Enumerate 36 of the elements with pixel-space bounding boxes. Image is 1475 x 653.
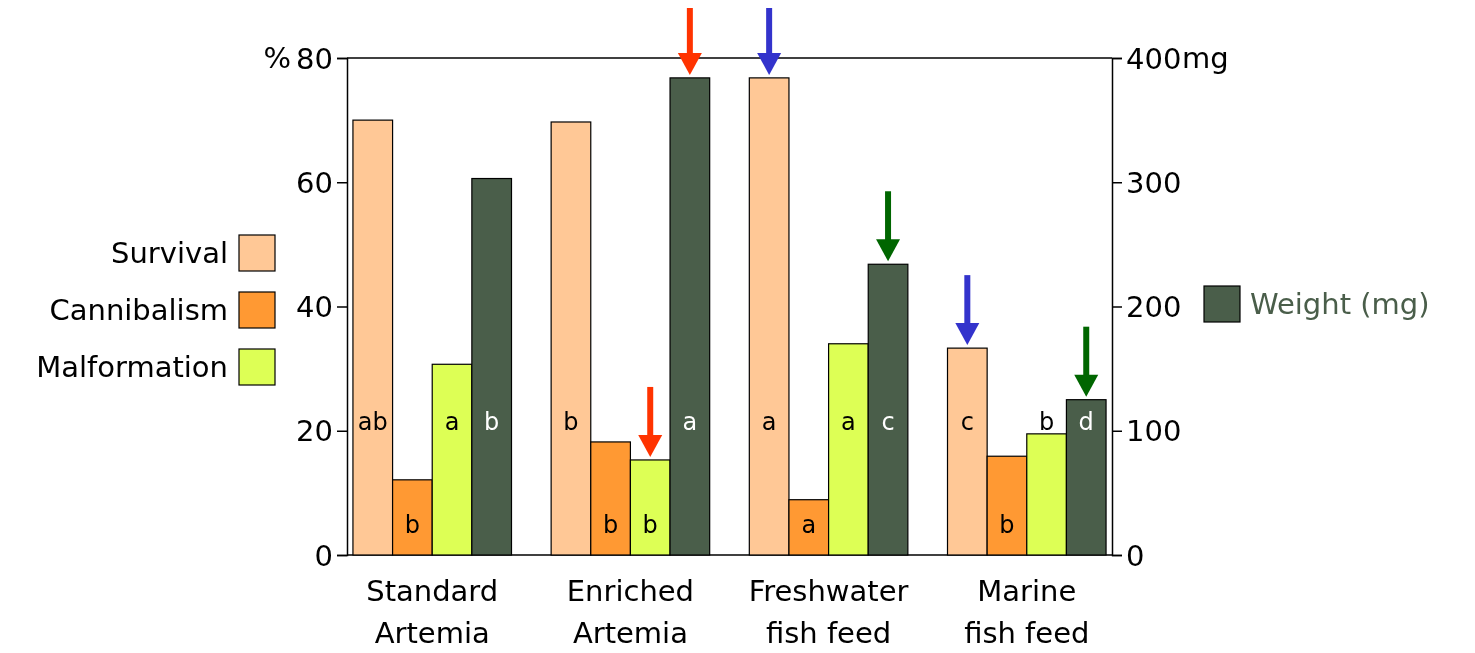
data-label: b bbox=[1038, 408, 1055, 436]
data-label: b bbox=[602, 511, 619, 539]
x-tick-label: Standard Artemia bbox=[366, 574, 499, 651]
legend-label: Cannibalism bbox=[49, 293, 228, 328]
legend-label: Malformation bbox=[36, 350, 228, 385]
y-tick-label: 20 bbox=[296, 414, 333, 449]
y2-tick-label: 0 bbox=[1126, 538, 1145, 573]
y-axis-title: % bbox=[263, 41, 291, 76]
y-tick-label: 60 bbox=[296, 165, 333, 200]
y2-tick-label: 100 bbox=[1126, 414, 1182, 449]
data-label: b bbox=[999, 511, 1015, 539]
data-label: ab bbox=[357, 408, 388, 436]
data-label: a bbox=[841, 408, 856, 436]
legend-label: Survival bbox=[111, 236, 228, 271]
data-label: b bbox=[642, 511, 658, 539]
x-tick-label: Marine fish feed bbox=[964, 574, 1090, 651]
data-label: d bbox=[1078, 408, 1094, 436]
data-label: a bbox=[761, 408, 777, 436]
y2-axis-title: mg bbox=[1182, 41, 1229, 76]
x-tick-label: Enriched Artemia bbox=[566, 574, 695, 651]
y-tick-label: 0 bbox=[314, 538, 333, 573]
data-label: a bbox=[444, 408, 460, 436]
data-label: b bbox=[404, 511, 421, 539]
data-label: c bbox=[881, 408, 895, 436]
data-label: a bbox=[682, 408, 698, 436]
text: Weight (mg) bbox=[1250, 287, 1430, 322]
y2-tick-label: 200 bbox=[1126, 290, 1182, 325]
y2-tick-label: 300 bbox=[1126, 165, 1182, 200]
x-tick-label: Freshwater fish feed bbox=[748, 574, 909, 651]
data-label: b bbox=[484, 408, 500, 436]
data-label: a bbox=[801, 511, 817, 539]
data-label: b bbox=[563, 408, 579, 436]
y-tick-label: 80 bbox=[296, 41, 333, 76]
y-tick-label: 40 bbox=[296, 290, 333, 325]
data-label: c bbox=[960, 408, 974, 436]
y2-tick-label: 400 bbox=[1126, 41, 1182, 76]
